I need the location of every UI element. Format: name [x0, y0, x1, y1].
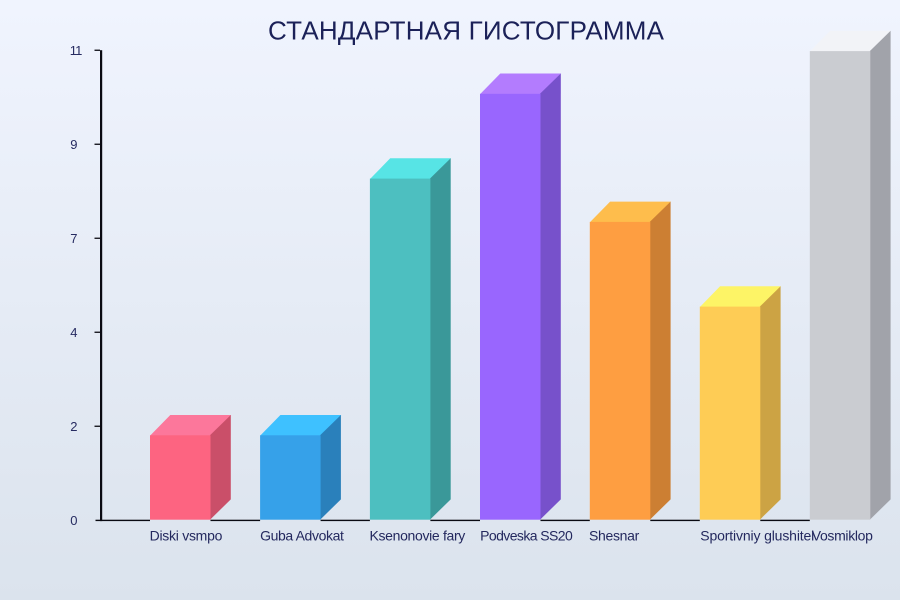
svg-text:Shesnar: Shesnar: [589, 527, 640, 543]
svg-text:0: 0: [70, 513, 77, 528]
svg-text:Vosmiklop: Vosmiklop: [812, 527, 873, 543]
svg-text:Sportivniy glushitel: Sportivniy glushitel: [700, 527, 814, 543]
svg-text:4: 4: [70, 325, 77, 340]
svg-text:7: 7: [70, 231, 77, 246]
svg-text:Diski vsmpo: Diski vsmpo: [150, 527, 223, 543]
svg-text:2: 2: [70, 419, 77, 434]
svg-text:Guba Advokat: Guba Advokat: [260, 527, 344, 543]
svg-text:СТАНДАРТНАЯ ГИСТОГРАММА: СТАНДАРТНАЯ ГИСТОГРАММА: [268, 16, 665, 46]
svg-text:Ksenonovie fary: Ksenonovie fary: [370, 527, 466, 543]
svg-text:Podveska SS20: Podveska SS20: [480, 527, 573, 543]
svg-text:11: 11: [70, 43, 83, 58]
svg-text:9: 9: [70, 137, 77, 152]
